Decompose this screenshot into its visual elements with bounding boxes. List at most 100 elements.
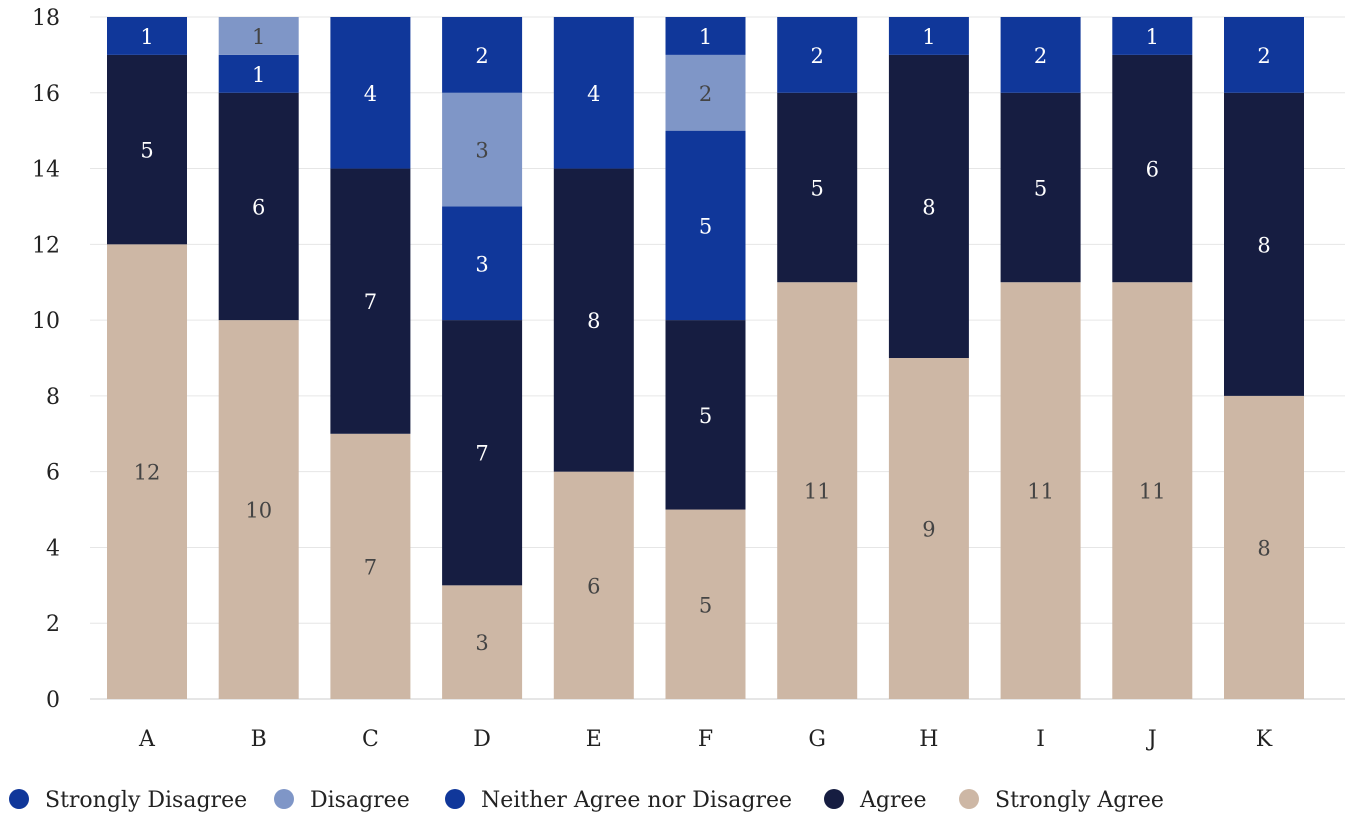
data-label: 11 <box>804 480 831 504</box>
data-label: 8 <box>1257 233 1270 257</box>
data-label: 7 <box>364 290 377 314</box>
x-tick-label: E <box>586 727 602 752</box>
x-tick-label: B <box>251 727 267 752</box>
bar-segment <box>1000 17 1081 93</box>
data-label: 5 <box>811 177 824 201</box>
bar-segment <box>1112 54 1193 283</box>
y-tick-label: 4 <box>46 536 60 561</box>
bar-segment <box>888 358 969 699</box>
data-label: 5 <box>699 593 712 617</box>
data-label: 5 <box>699 214 712 238</box>
data-label: 3 <box>475 139 488 163</box>
bar-segment <box>442 92 523 207</box>
data-label: 1 <box>252 63 265 87</box>
legend-label: Agree <box>859 788 927 813</box>
data-label: 2 <box>811 44 824 68</box>
bar-segment <box>553 471 634 699</box>
x-tick-label: G <box>808 727 826 752</box>
data-label: 1 <box>140 25 153 49</box>
data-label: 4 <box>587 82 600 106</box>
data-label: 11 <box>1139 480 1166 504</box>
data-label: 12 <box>134 461 161 485</box>
x-tick-label: D <box>473 727 491 752</box>
bar-segment <box>442 17 523 93</box>
y-tick-label: 14 <box>32 158 60 183</box>
data-label: 3 <box>475 252 488 276</box>
bar-segment <box>665 320 746 510</box>
data-label: 5 <box>1034 177 1047 201</box>
legend-marker <box>824 789 844 809</box>
data-label: 2 <box>699 82 712 106</box>
bar-segment <box>1112 17 1193 55</box>
bar-segment <box>1112 282 1193 699</box>
bar-segment <box>553 17 634 169</box>
bar-segment <box>553 168 634 472</box>
data-label: 7 <box>475 442 488 466</box>
legend-marker <box>959 789 979 809</box>
data-label: 10 <box>245 499 272 523</box>
y-tick-label: 12 <box>32 233 60 258</box>
bar-segment <box>665 130 746 321</box>
data-label: 3 <box>475 631 488 655</box>
bar-segment <box>665 54 746 131</box>
data-label: 1 <box>699 25 712 49</box>
x-tick-label: H <box>919 727 938 752</box>
bar-segment <box>1224 395 1304 699</box>
data-label: 1 <box>922 25 935 49</box>
bar-segment <box>218 320 299 699</box>
data-label: 4 <box>364 82 377 106</box>
legend-marker <box>274 789 294 809</box>
bar-segment <box>665 509 746 699</box>
data-label: 6 <box>252 195 265 219</box>
legend-label: Strongly Agree <box>995 788 1164 813</box>
data-label: 2 <box>1257 44 1270 68</box>
data-label: 7 <box>364 555 377 579</box>
bar-segment <box>777 282 858 699</box>
data-label: 6 <box>1146 158 1159 182</box>
legend-label: Strongly Disagree <box>45 788 247 813</box>
x-tick-label: C <box>362 727 379 752</box>
y-tick-label: 16 <box>32 82 60 107</box>
legend-label: Disagree <box>310 788 410 813</box>
data-label: 8 <box>922 195 935 219</box>
bar-segment <box>1224 17 1304 93</box>
bar-segment <box>218 92 299 321</box>
data-label: 1 <box>1146 25 1159 49</box>
x-tick-label: A <box>138 727 156 752</box>
bar-segment <box>1224 92 1304 396</box>
bar-segment <box>107 244 187 700</box>
bar-segment <box>442 585 523 699</box>
data-label: 2 <box>1034 44 1047 68</box>
bar-segment <box>218 54 299 93</box>
bar-segment <box>1000 282 1081 699</box>
bar-segment <box>888 17 969 55</box>
bar-segment <box>330 17 411 169</box>
y-tick-label: 0 <box>46 688 60 713</box>
bar-segment <box>888 54 969 359</box>
bar-segment <box>442 206 523 321</box>
data-label: 11 <box>1027 480 1054 504</box>
legend-marker <box>9 789 29 809</box>
bar-segment <box>330 168 411 434</box>
data-label: 5 <box>699 404 712 428</box>
bar-segment <box>777 17 858 93</box>
bar-segment <box>442 320 523 586</box>
data-label: 1 <box>252 25 265 49</box>
bar-segment <box>107 54 187 245</box>
y-tick-label: 10 <box>32 309 60 334</box>
legend-marker <box>445 789 465 809</box>
data-label: 6 <box>587 574 600 598</box>
y-tick-label: 2 <box>46 612 60 637</box>
x-tick-label: K <box>1256 727 1273 752</box>
data-label: 2 <box>475 44 488 68</box>
x-tick-label: F <box>698 727 713 752</box>
bar-segment <box>1000 92 1081 283</box>
y-tick-label: 6 <box>46 461 60 486</box>
bar-segment <box>665 17 746 55</box>
x-tick-label: I <box>1036 727 1045 752</box>
bar-segment <box>330 433 411 699</box>
legend-label: Neither Agree nor Disagree <box>481 788 792 813</box>
bar-segment <box>218 17 299 55</box>
